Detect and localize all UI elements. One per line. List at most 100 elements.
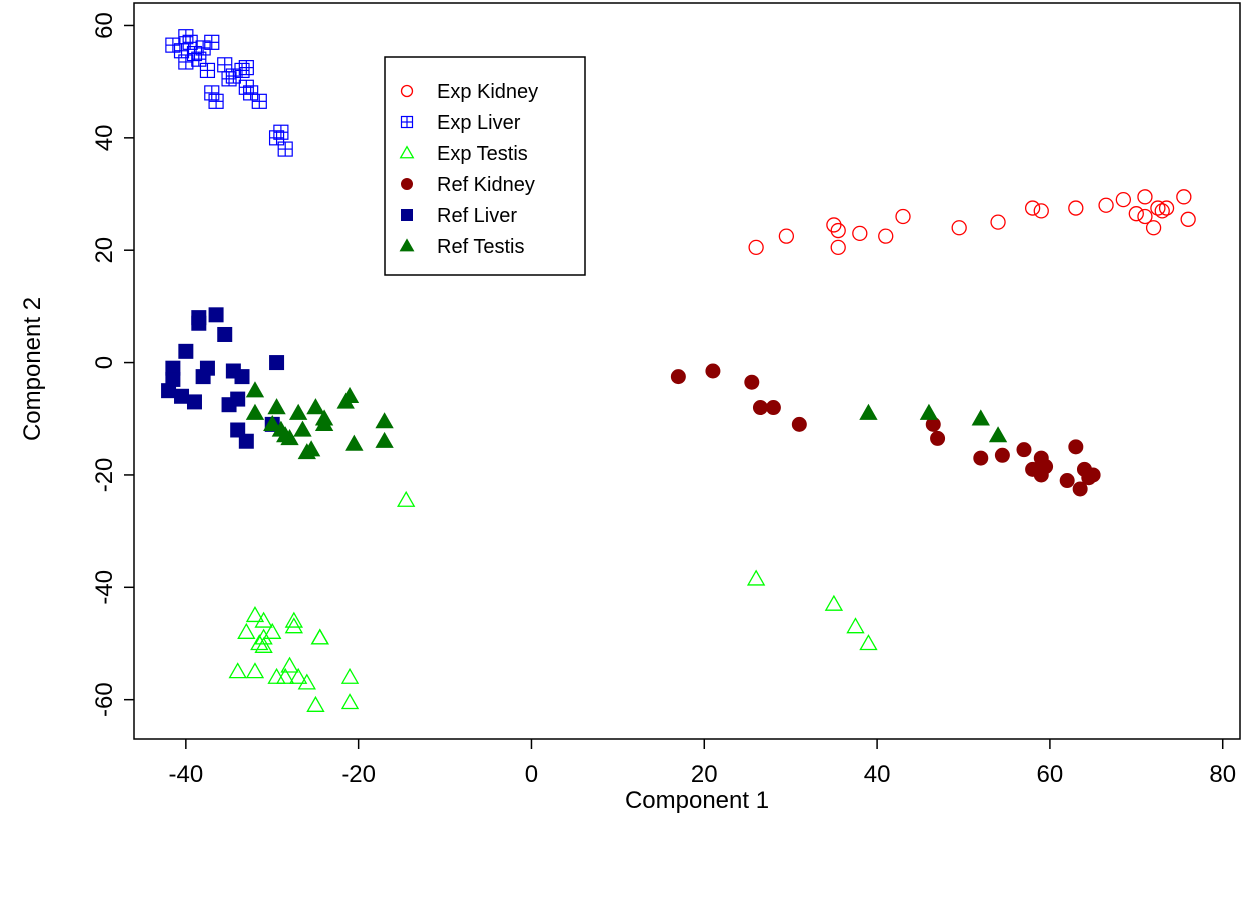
data-point — [204, 85, 220, 101]
data-point — [165, 371, 181, 387]
x-axis: -40 -20 0 20 40 60 80 — [169, 739, 1236, 788]
series-exp-testis — [228, 490, 878, 712]
data-point — [852, 225, 868, 242]
x-tick-label: 60 — [1037, 761, 1064, 788]
data-point — [345, 434, 364, 451]
data-point — [280, 429, 299, 446]
data-point — [243, 85, 259, 101]
data-point — [251, 93, 267, 109]
data-point — [746, 569, 766, 586]
data-point — [280, 656, 299, 673]
data-point — [930, 430, 946, 446]
data-point — [401, 178, 413, 190]
x-tick-label: -20 — [341, 761, 376, 788]
data-point — [199, 360, 215, 376]
y-tick-label: -40 — [91, 570, 118, 605]
data-point — [254, 628, 273, 645]
legend: Exp Kidney Exp Liver Exp Testis Ref Kidney R… — [384, 56, 586, 276]
data-point — [174, 388, 190, 404]
data-point — [254, 636, 273, 653]
data-point — [830, 222, 846, 239]
data-point — [230, 391, 246, 407]
data-point — [289, 667, 308, 684]
data-point — [1158, 200, 1175, 216]
y-tick-label: 20 — [91, 237, 118, 264]
data-point — [165, 37, 181, 53]
y-axis: -60 -40 -20 0 20 40 60 — [91, 12, 134, 717]
data-point — [230, 422, 246, 438]
x-tick-label: 80 — [1209, 761, 1236, 788]
data-point — [1150, 200, 1166, 216]
legend-label: Exp Kidney — [437, 81, 538, 103]
y-tick-label: -60 — [91, 682, 118, 717]
data-point — [846, 617, 865, 634]
data-point — [1128, 206, 1144, 222]
data-point — [250, 634, 269, 651]
data-point — [301, 440, 321, 457]
data-point — [859, 403, 878, 420]
data-point — [1068, 439, 1084, 455]
legend-box — [384, 56, 586, 276]
y-tick-label: 60 — [91, 12, 118, 39]
data-point — [310, 628, 329, 645]
data-point — [199, 62, 216, 79]
data-point — [988, 426, 1008, 443]
data-point — [178, 343, 194, 359]
data-point — [234, 369, 250, 385]
data-point — [310, 628, 329, 645]
legend-item: Ref Testis — [399, 236, 524, 258]
data-point — [208, 307, 224, 323]
data-point — [1137, 208, 1153, 225]
data-point — [195, 40, 211, 56]
data-point — [204, 34, 220, 50]
y-tick-label: 0 — [91, 356, 118, 369]
data-point — [289, 403, 308, 420]
data-point — [973, 450, 989, 466]
data-point — [895, 208, 911, 225]
data-point — [1176, 189, 1192, 205]
data-point — [340, 667, 360, 684]
data-point — [951, 220, 967, 236]
data-point — [375, 431, 394, 448]
data-point — [765, 400, 781, 416]
series-ref-liver — [161, 307, 285, 449]
data-point — [228, 662, 247, 679]
data-point — [744, 374, 760, 390]
data-point — [399, 145, 415, 159]
data-point — [178, 54, 194, 70]
data-point — [878, 228, 894, 244]
x-tick-label: -40 — [169, 761, 204, 788]
data-point — [245, 606, 265, 623]
plot-frame — [133, 2, 1241, 740]
data-point — [824, 594, 844, 611]
data-point — [297, 673, 316, 690]
data-points — [161, 29, 1196, 712]
data-point — [919, 403, 939, 420]
x-tick-label: 0 — [525, 761, 538, 788]
data-point — [340, 693, 360, 710]
x-tick-label: 20 — [691, 761, 718, 788]
data-point — [994, 447, 1010, 463]
legend-item: Ref Liver — [401, 205, 517, 227]
data-point — [238, 60, 254, 76]
x-tick-label: 40 — [864, 761, 891, 788]
data-point — [314, 409, 334, 426]
data-point — [284, 611, 304, 628]
data-point — [276, 667, 295, 684]
data-point — [238, 433, 254, 449]
data-point — [284, 617, 304, 634]
data-point — [208, 93, 224, 109]
data-point — [859, 634, 878, 651]
data-point — [254, 611, 273, 628]
data-point — [269, 355, 285, 371]
data-point — [399, 238, 415, 252]
y-tick-label: 40 — [91, 124, 118, 151]
data-point — [375, 412, 394, 429]
data-point — [186, 394, 202, 410]
legend-item: Exp Testis — [399, 143, 528, 165]
data-point — [1081, 470, 1097, 486]
legend-label: Ref Testis — [437, 236, 524, 258]
data-point — [1024, 200, 1041, 216]
data-point — [1115, 191, 1132, 208]
